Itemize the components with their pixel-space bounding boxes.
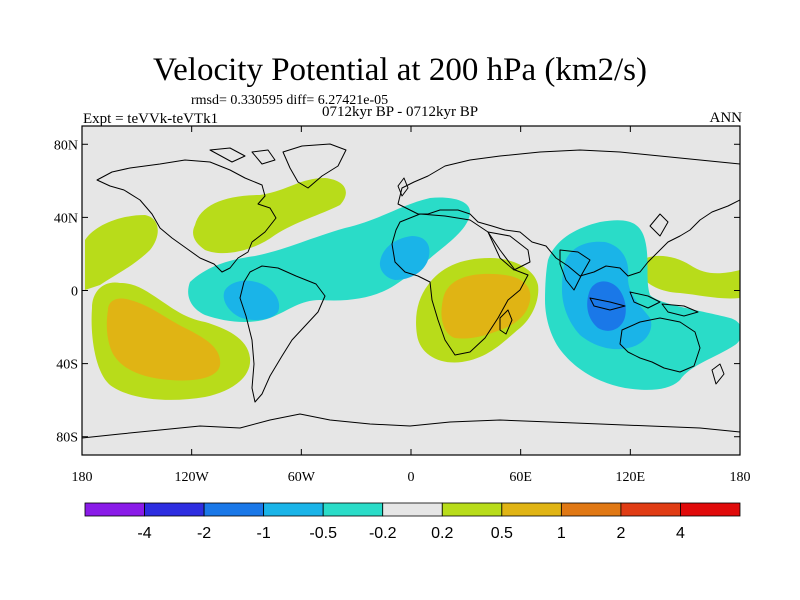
minimum-maritime-core	[587, 281, 626, 331]
colorbar-label: 0.2	[431, 525, 453, 542]
colorbar-swatch	[263, 502, 324, 517]
longitude-axis: 180 120W 60W 0 60E 120E 180	[72, 126, 751, 485]
coast-australia	[619, 317, 701, 373]
colorbar-swatch	[680, 502, 741, 517]
colorbar-label: -0.2	[369, 525, 397, 542]
lon-tick-label: 0	[408, 470, 415, 485]
lat-tick-label: 80S	[56, 431, 78, 446]
coast-antarctica	[82, 413, 740, 439]
coast-new-zealand	[711, 363, 725, 385]
anomaly-w-pacific	[640, 255, 740, 299]
maximum-s-pacific	[106, 298, 221, 381]
coast-indonesia	[589, 291, 699, 317]
colorbar-swatch	[84, 502, 145, 517]
lat-tick-label: 0	[71, 285, 78, 300]
map-title: Velocity Potential at 200 hPa (km2/s)	[152, 52, 648, 88]
max-anomaly-layer	[106, 273, 531, 381]
coast-madagascar	[499, 309, 513, 335]
coastlines	[82, 143, 740, 439]
anomaly-n-atlantic	[193, 178, 346, 254]
coast-eurasia	[397, 149, 740, 277]
colorbar-label: -1	[257, 525, 271, 542]
map-plot-area	[82, 126, 740, 455]
anomaly-n-pacific	[85, 215, 158, 290]
colorbar-swatch	[620, 502, 681, 517]
colorbar-label: -0.5	[309, 525, 337, 542]
coast-north-america	[96, 159, 277, 273]
colorbar-label: -4	[137, 525, 151, 542]
colorbar-swatch	[501, 502, 562, 517]
minimum-s-america	[223, 280, 280, 320]
lon-tick-label: 60E	[509, 470, 532, 485]
lat-tick-label: 40N	[54, 211, 78, 226]
coast-arctic-islands	[209, 147, 276, 165]
period-label: 0712kyr BP - 0712kyr BP	[322, 104, 479, 120]
lon-tick-label: 60W	[288, 470, 316, 485]
coast-africa	[391, 213, 529, 356]
coast-british-isles	[397, 177, 409, 197]
colorbar: -4 -2 -1 -0.5 -0.2 0.2 0.5 1 2 4	[84, 502, 741, 542]
lat-tick-label: 80N	[54, 138, 78, 153]
coast-arabia	[487, 231, 531, 271]
colorbar-swatch	[441, 502, 503, 517]
lon-tick-label: 120E	[616, 470, 646, 485]
season-label: ANN	[709, 110, 743, 126]
colorbar-swatch	[203, 502, 265, 517]
maximum-africa	[441, 273, 531, 339]
experiment-label: Expt = teVVk-teVTk1	[83, 111, 219, 127]
colorbar-label: 1	[557, 525, 566, 542]
colorbar-swatch	[144, 502, 205, 517]
colorbar-label: 4	[676, 525, 685, 542]
coast-south-america	[239, 265, 326, 403]
coast-japan	[649, 213, 669, 237]
colorbar-swatch	[322, 502, 384, 517]
lon-tick-label: 180	[730, 470, 751, 485]
colorbar-swatch	[382, 502, 443, 517]
stats-label: rmsd= 0.330595 diff= 6.27421e-05	[191, 93, 389, 108]
colorbar-label: -2	[197, 525, 211, 542]
colorbar-swatch	[560, 502, 622, 517]
lon-tick-label: 120W	[175, 470, 210, 485]
colorbar-label: 2	[616, 525, 625, 542]
coast-greenland	[282, 143, 347, 189]
lat-tick-label: 40S	[56, 358, 78, 373]
colorbar-label: 0.5	[491, 525, 513, 542]
latitude-axis: 80N 40N 0 40S 80S	[54, 138, 740, 446]
lon-tick-label: 180	[72, 470, 93, 485]
coast-india	[559, 249, 591, 291]
